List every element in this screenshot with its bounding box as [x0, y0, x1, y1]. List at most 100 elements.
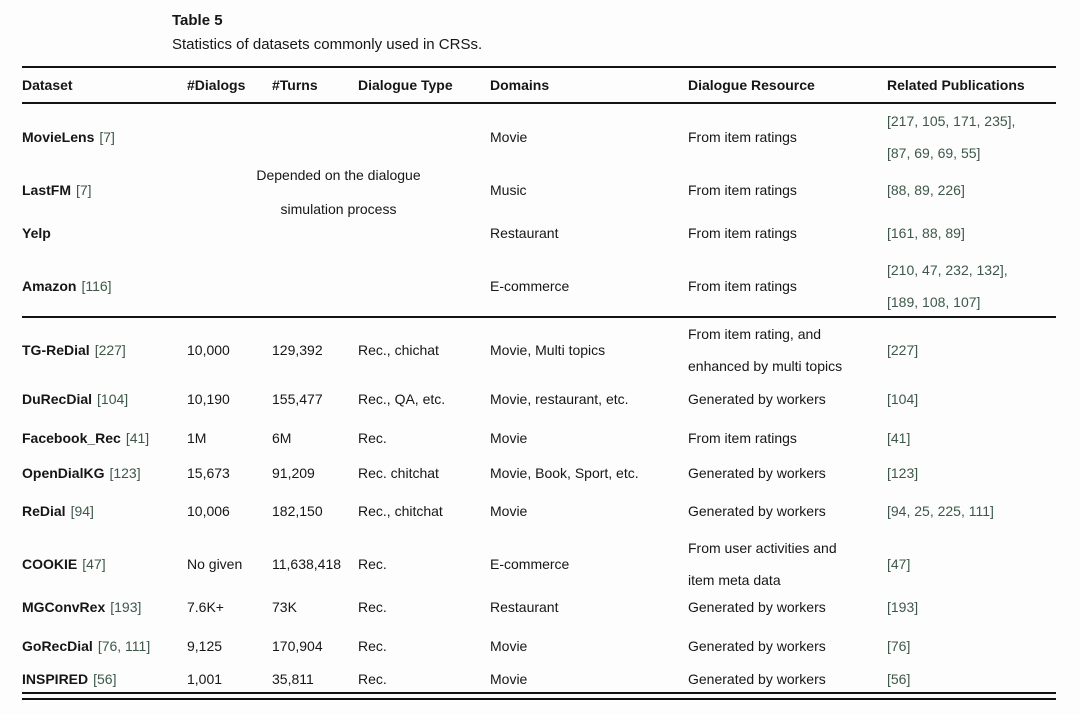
cell-dialogs: No given: [187, 556, 243, 572]
cell-dialogs: 9,125: [187, 638, 223, 654]
cell-turns: 170,904: [272, 638, 323, 654]
column-header-dialogs: #Dialogs: [187, 76, 246, 93]
cell-related-publications: [94, 25, 225, 111]: [887, 490, 1056, 532]
cell-dataset: DuRecDial [104]: [22, 377, 187, 421]
resource-text: Generated by workers: [688, 598, 826, 615]
dataset-name: MGConvRex: [22, 598, 106, 615]
table-row-gorecdial: GoRecDial [76, 111] 9,125 170,904 Rec. M…: [22, 629, 1056, 663]
dataset-name: Amazon: [22, 278, 77, 294]
dataset-name: DuRecDial: [22, 391, 93, 407]
table-row-amazon: Amazon [116] E-commerce From item rating…: [22, 254, 1056, 318]
cell-dialogue-type: Rec., chichat: [358, 342, 439, 358]
cell-domains: E-commerce: [490, 278, 570, 294]
table-row-cookie: COOKIE [47] No given 11,638,418 Rec. E-c…: [22, 532, 1056, 588]
column-header-dialogue-type: Dialogue Type: [358, 76, 453, 93]
resource-text: Generated by workers: [688, 671, 826, 687]
cell-dataset: Yelp: [22, 212, 187, 254]
dataset-name: Facebook_Rec: [22, 430, 121, 446]
cell-dialogue-resource: From user activities and item meta data: [688, 532, 887, 596]
citation: [227]: [94, 342, 126, 358]
cell-dialogue-resource: From item rating, and enhanced by multi t…: [688, 318, 887, 382]
cell-domains: Movie, Multi topics: [490, 342, 606, 358]
cell-dataset: TG-ReDial [227]: [22, 318, 187, 382]
table-caption: Statistics of datasets commonly used in …: [172, 36, 483, 53]
citation: [116]: [81, 278, 112, 294]
table-row-tg-redial: TG-ReDial [227] 10,000 129,392 Rec., chi…: [22, 318, 1056, 377]
resource-text: From item rating, and: [688, 326, 822, 342]
cell-related-publications: [193]: [887, 584, 1056, 629]
spanned-note-line1: Depended on the dialogue: [256, 167, 421, 183]
publication-refs: [87, 69, 69, 55]: [887, 145, 981, 161]
cell-related-publications: [104]: [887, 377, 1056, 421]
table-rule-bottom-2: [22, 698, 1056, 700]
resource-text: From user activities and: [688, 540, 837, 556]
cell-dialogue-resource: Generated by workers: [688, 584, 887, 629]
citation: [47]: [82, 556, 106, 572]
cell-related-publications: [76]: [887, 629, 1056, 663]
cell-dialogue-type: Rec., chitchat: [358, 503, 443, 519]
cell-related-publications: [210, 47, 232, 132], [189, 108, 107]: [887, 254, 1056, 318]
resource-text: From item ratings: [688, 430, 797, 446]
cell-dialogue-type: Rec., QA, etc.: [358, 391, 446, 407]
dataset-name: COOKIE: [22, 556, 78, 572]
cell-dataset: INSPIRED [56]: [22, 663, 187, 695]
resource-text: enhanced by multi topics: [688, 358, 843, 374]
citation: [56]: [93, 671, 117, 687]
cell-dialogue-type: Rec. chitchat: [358, 464, 439, 481]
publication-refs: [47]: [887, 556, 911, 572]
citation: [41]: [125, 430, 150, 446]
publication-refs: [189, 108, 107]: [887, 294, 981, 310]
column-header-domains: Domains: [490, 76, 550, 93]
cell-dataset: MovieLens [7]: [22, 105, 187, 169]
citation: [7]: [76, 181, 92, 198]
citation: [76, 111]: [97, 638, 151, 654]
table-row-movielens: MovieLens [7] Movie From item ratings [2…: [22, 105, 1056, 167]
cell-related-publications: [88, 89, 226]: [887, 167, 1056, 212]
publication-refs: [94, 25, 225, 111]: [887, 503, 994, 519]
table-row-redial: ReDial [94] 10,006 182,150 Rec., chitcha…: [22, 490, 1056, 532]
dataset-name: GoRecDial: [22, 638, 93, 654]
dataset-name: LastFM: [22, 181, 71, 198]
cell-turns: 129,392: [272, 342, 323, 358]
dataset-name: INSPIRED: [22, 671, 89, 687]
dataset-name: TG-ReDial: [22, 342, 90, 358]
cell-dataset: LastFM [7]: [22, 167, 187, 212]
publication-refs: [210, 47, 232, 132],: [887, 262, 1008, 278]
publication-refs: [161, 88, 89]: [887, 225, 965, 241]
spanned-note-line2: simulation process: [280, 201, 397, 217]
table-header-row: Dataset #Dialogs #Turns Dialogue Type Do…: [22, 67, 1056, 102]
cell-dialogue-type: Rec.: [358, 671, 387, 687]
citation: [94]: [70, 503, 94, 519]
cell-turns: 11,638,418: [272, 556, 342, 572]
cell-dialogue-resource: Generated by workers: [688, 629, 887, 663]
table-row-facebook-rec: Facebook_Rec [41] 1M 6M Rec. Movie From …: [22, 421, 1056, 455]
publication-refs: [56]: [887, 671, 911, 687]
citation: [7]: [99, 129, 115, 145]
dataset-name: Yelp: [22, 225, 51, 241]
publication-refs: [88, 89, 226]: [887, 181, 965, 198]
cell-related-publications: [227]: [887, 318, 1056, 382]
cell-turns: 155,477: [272, 391, 323, 407]
cell-domains: Movie, Book, Sport, etc.: [490, 464, 639, 481]
cell-related-publications: [47]: [887, 532, 1056, 596]
cell-dialogs: 7.6K+: [187, 598, 224, 615]
publication-refs: [41]: [887, 430, 911, 446]
publication-refs: [104]: [887, 391, 919, 407]
table-row-opendialkg: OpenDialKG [123] 15,673 91,209 Rec. chit…: [22, 455, 1056, 490]
cell-turns: 6M: [272, 430, 292, 446]
cell-related-publications: [161, 88, 89]: [887, 212, 1056, 254]
resource-text: Generated by workers: [688, 503, 826, 519]
cell-turns: 91,209: [272, 464, 315, 481]
cell-dialogs: 10,000: [187, 342, 230, 358]
dataset-name: ReDial: [22, 503, 66, 519]
cell-dialogue-type: Rec.: [358, 556, 387, 572]
cell-domains: Movie: [490, 638, 528, 654]
resource-text: Generated by workers: [688, 638, 826, 654]
cell-related-publications: [56]: [887, 663, 1056, 695]
table-row-mgconvrex: MGConvRex [193] 7.6K+ 73K Rec. Restauran…: [22, 584, 1056, 629]
cell-dialogs: 15,673: [187, 464, 230, 481]
cell-dialogs: 1,001: [187, 671, 223, 687]
publication-refs: [123]: [887, 464, 919, 481]
table-row-yelp: Yelp Restaurant From item ratings [161, …: [22, 212, 1056, 254]
